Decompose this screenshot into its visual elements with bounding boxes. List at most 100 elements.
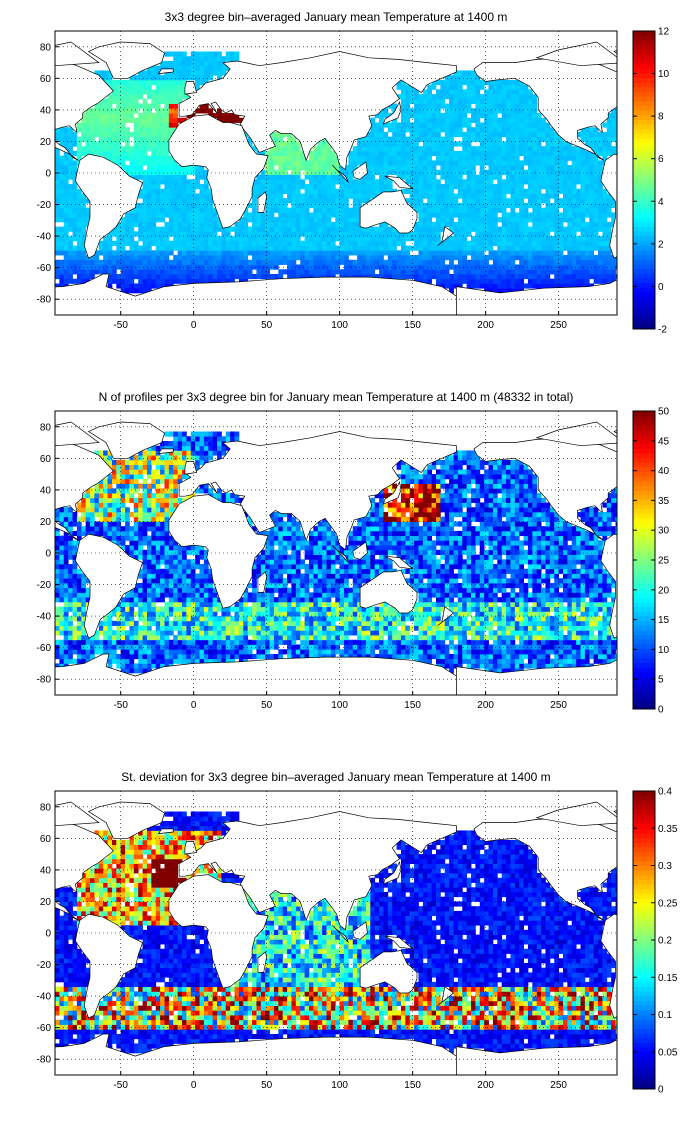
heatmap-cell [510,278,516,284]
heatmap-cell [541,160,546,166]
heatmap-cell [567,188,573,194]
heatmap-cell [414,202,419,209]
heatmap-cell [225,245,231,251]
heatmap-cell [422,236,428,242]
heatmap-cell [335,236,341,242]
heatmap-cell [181,255,187,261]
heatmap-cell [554,273,560,280]
heatmap-cell [449,84,454,90]
heatmap-cell [514,108,520,114]
heatmap-cell [414,127,419,133]
heatmap-cell [203,240,209,246]
heatmap-cell [256,217,262,223]
heatmap-cell [431,212,437,218]
heatmap-cell [523,240,529,246]
heatmap-cell [155,169,161,175]
heatmap-cell [168,79,174,86]
heatmap-cell [344,202,349,209]
heatmap-cell [55,535,60,541]
heatmap-cell [567,236,573,242]
heatmap-cell [203,51,209,57]
heatmap-cell [111,469,117,475]
heatmap-cell [203,273,209,280]
heatmap-cell [466,273,472,280]
heatmap-cell [173,184,179,190]
heatmap-cell [379,221,384,228]
heatmap-cell [155,597,161,603]
heatmap-cell [554,198,560,204]
heatmap-cell [422,207,428,213]
heatmap-cell [59,236,65,242]
heatmap-cell [431,98,437,104]
heatmap-cell [488,155,494,161]
heatmap-cell [116,478,122,484]
heatmap-cell [55,549,60,555]
heatmap-cell [291,188,297,194]
heatmap-cell [81,193,87,199]
heatmap-cell [116,84,122,90]
heatmap-cell [541,221,546,228]
heatmap-cell [444,202,450,209]
heatmap-cell [400,103,406,109]
heatmap-cell [168,94,174,100]
heatmap-cell [164,226,170,232]
heatmap-cell [418,202,424,209]
heatmap-cell [541,131,546,138]
heatmap-cell [120,136,126,142]
heatmap-cell [300,240,306,246]
heatmap-cell [479,98,485,104]
heatmap-cell [374,146,380,152]
heatmap-cell [177,117,183,123]
heatmap-cell [160,212,165,218]
heatmap-cell [120,160,126,166]
heatmap-cell [300,184,306,190]
heatmap-cell [558,255,564,261]
heatmap-cell [602,255,608,261]
heatmap-cell [273,193,279,199]
heatmap-cell [541,122,546,128]
heatmap-cell [510,113,516,119]
heatmap-cell [479,273,485,280]
heatmap-cell [593,202,599,209]
heatmap-cell [76,240,82,246]
heatmap-cell [68,649,73,655]
heatmap-cell [527,174,533,180]
heatmap-cell [370,259,376,265]
heatmap-cell [431,84,437,90]
heatmap-cell [107,245,113,251]
heatmap-cell [63,568,69,574]
heatmap-cell [98,259,104,265]
heatmap-cell [449,169,454,175]
heatmap-cell [111,493,117,499]
heatmap-cell [138,668,143,674]
heatmap-cell [549,155,555,161]
colorbar-segment [633,282,655,288]
heatmap-cell [68,620,73,626]
heatmap-cell [278,259,284,265]
heatmap-cell [68,601,73,608]
heatmap-cell [68,141,73,147]
heatmap-cell [81,597,87,603]
heatmap-cell [317,174,323,180]
heatmap-cell [418,264,424,270]
heatmap-cell [370,236,376,242]
heatmap-cell [129,108,135,114]
heatmap-cell [68,573,73,579]
heatmap-cell [335,174,341,180]
heatmap-cell [265,212,270,218]
heatmap-cell [81,217,87,223]
heatmap-cell [103,150,108,157]
heatmap-cell [435,79,441,86]
heatmap-cell [400,231,406,237]
heatmap-cell [457,273,463,280]
heatmap-cell [111,464,117,470]
heatmap-cell [471,117,476,123]
heatmap-cell [252,245,257,251]
heatmap-cell [322,160,327,166]
heatmap-cell [606,231,612,237]
heatmap-cell [379,174,384,180]
heatmap-cell [133,169,139,175]
heatmap-cell [611,113,616,119]
heatmap-cell [142,146,148,152]
heatmap-cell [383,169,389,175]
